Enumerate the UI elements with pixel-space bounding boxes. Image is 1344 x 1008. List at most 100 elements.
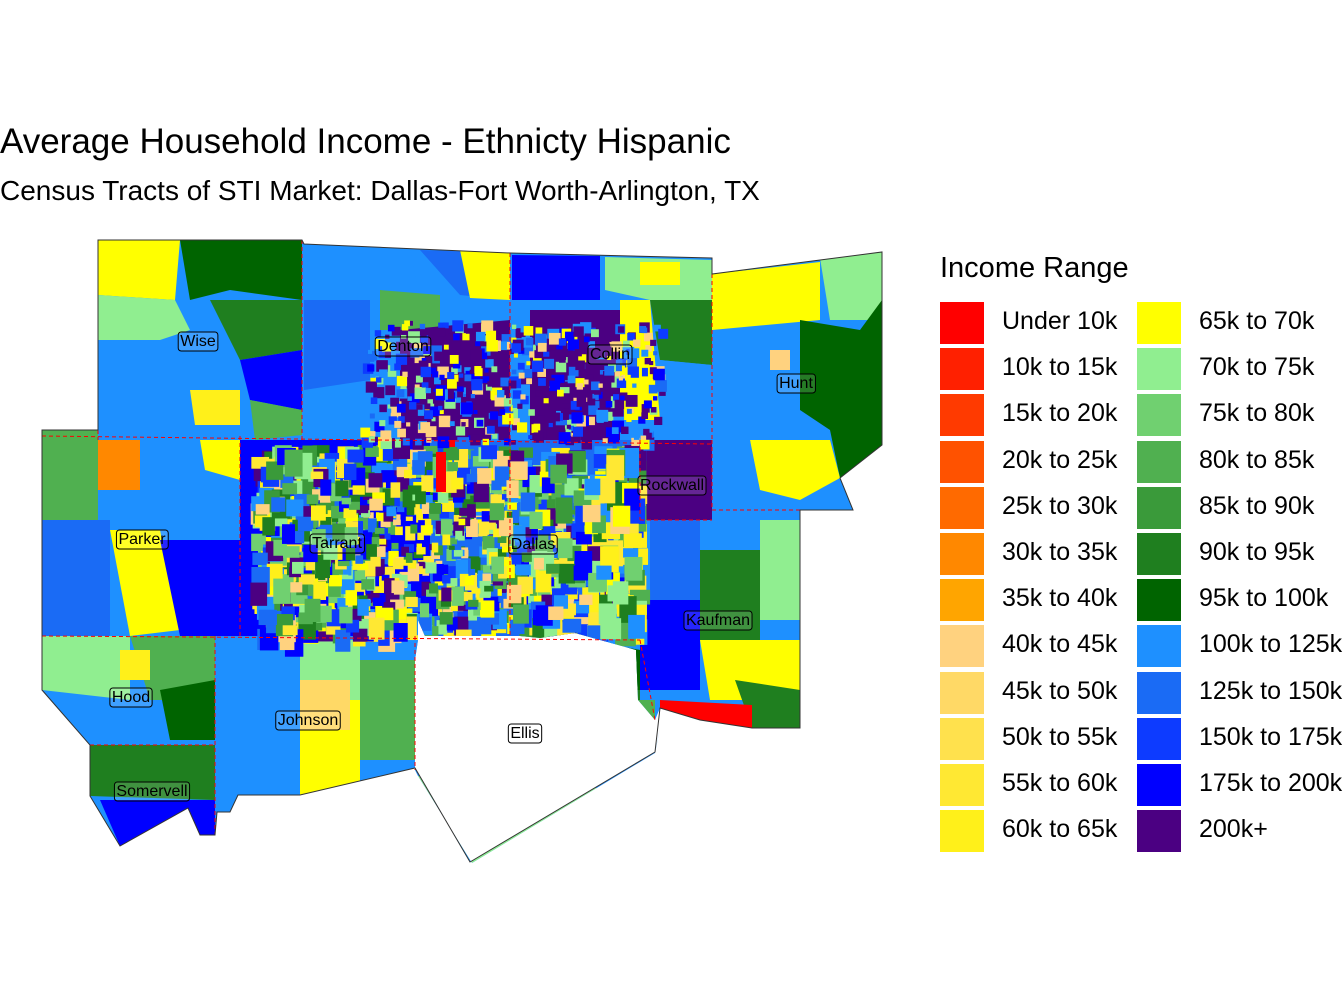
tract bbox=[383, 512, 394, 522]
tract bbox=[200, 440, 240, 480]
tract bbox=[372, 558, 385, 577]
tract bbox=[548, 606, 564, 620]
tract bbox=[621, 374, 626, 380]
tract bbox=[418, 360, 429, 371]
tract bbox=[640, 435, 647, 442]
tract bbox=[447, 372, 455, 380]
tract bbox=[434, 351, 444, 361]
tract bbox=[421, 502, 430, 514]
tract bbox=[461, 392, 466, 397]
tract bbox=[98, 240, 180, 300]
tract bbox=[436, 452, 446, 492]
legend-item: 80k to 85k bbox=[1137, 439, 1344, 485]
tract bbox=[625, 394, 638, 407]
tract bbox=[371, 537, 380, 547]
tract bbox=[310, 471, 324, 480]
tract bbox=[372, 492, 385, 503]
tract bbox=[378, 346, 391, 359]
tract bbox=[341, 497, 352, 505]
tract bbox=[348, 501, 360, 510]
tract bbox=[535, 333, 547, 346]
county-label-tarrant: Tarrant bbox=[309, 533, 365, 554]
tract bbox=[266, 461, 284, 480]
county-label-collin: Collin bbox=[587, 344, 633, 365]
tract bbox=[395, 353, 408, 365]
legend-label: 25k to 30k bbox=[1002, 491, 1118, 520]
tract bbox=[420, 330, 427, 337]
tract bbox=[562, 384, 568, 389]
tract bbox=[535, 327, 543, 335]
tract bbox=[529, 475, 544, 494]
tract bbox=[373, 586, 385, 593]
tract bbox=[572, 371, 583, 383]
tract bbox=[160, 680, 215, 740]
legend-swatch bbox=[1137, 302, 1181, 344]
tract bbox=[415, 375, 423, 383]
tract bbox=[449, 339, 461, 350]
tract bbox=[614, 399, 625, 410]
tract bbox=[503, 450, 519, 460]
tract bbox=[553, 595, 569, 609]
county-label-text: Tarrant bbox=[312, 535, 362, 552]
tract bbox=[328, 575, 342, 587]
tract bbox=[406, 504, 415, 516]
tract bbox=[533, 423, 541, 431]
tract bbox=[566, 424, 571, 429]
tract bbox=[282, 625, 298, 636]
tract bbox=[408, 402, 417, 410]
legend-item: 85k to 90k bbox=[1137, 485, 1344, 531]
tract bbox=[413, 552, 424, 559]
tract bbox=[292, 561, 304, 574]
tract bbox=[560, 603, 576, 616]
tract bbox=[405, 552, 413, 563]
tract bbox=[612, 420, 625, 433]
tract bbox=[639, 439, 650, 450]
legend-item: 55k to 60k bbox=[940, 762, 1180, 808]
tract bbox=[381, 574, 390, 581]
tract bbox=[262, 517, 275, 536]
tract bbox=[385, 385, 396, 396]
tract bbox=[402, 371, 408, 378]
tract bbox=[372, 530, 380, 538]
tract bbox=[480, 348, 485, 353]
tract bbox=[465, 487, 477, 501]
tract bbox=[537, 415, 546, 424]
tract bbox=[431, 512, 440, 521]
tract bbox=[454, 507, 464, 515]
county-label-text: Hood bbox=[112, 689, 150, 706]
tract bbox=[437, 366, 449, 379]
tract bbox=[485, 384, 493, 391]
tract bbox=[447, 566, 458, 581]
tract bbox=[584, 348, 590, 355]
tract bbox=[650, 520, 700, 600]
county-label-text: Johnson bbox=[278, 712, 339, 729]
tract bbox=[481, 445, 497, 460]
tract bbox=[423, 392, 436, 404]
tract bbox=[347, 559, 357, 566]
tract bbox=[318, 618, 333, 628]
tract bbox=[538, 378, 546, 386]
tract bbox=[421, 357, 427, 363]
tract bbox=[283, 546, 300, 558]
tract bbox=[335, 480, 349, 497]
tract bbox=[820, 252, 882, 320]
tract bbox=[517, 403, 523, 409]
tract bbox=[519, 510, 534, 520]
tract bbox=[369, 413, 375, 419]
tract bbox=[551, 551, 564, 559]
legend-label: 50k to 55k bbox=[1002, 722, 1118, 751]
tract bbox=[511, 324, 517, 329]
tract bbox=[644, 357, 651, 365]
tract bbox=[438, 405, 443, 411]
legend-item: 35k to 40k bbox=[940, 577, 1180, 623]
tract bbox=[596, 340, 608, 352]
tract bbox=[537, 368, 547, 377]
tract bbox=[417, 561, 425, 567]
tract bbox=[403, 544, 415, 552]
tract bbox=[561, 393, 573, 404]
tract bbox=[474, 368, 483, 377]
legend-label: 125k to 150k bbox=[1199, 676, 1343, 705]
tract bbox=[367, 364, 375, 372]
legend-swatch bbox=[940, 764, 984, 806]
tract bbox=[593, 533, 607, 543]
